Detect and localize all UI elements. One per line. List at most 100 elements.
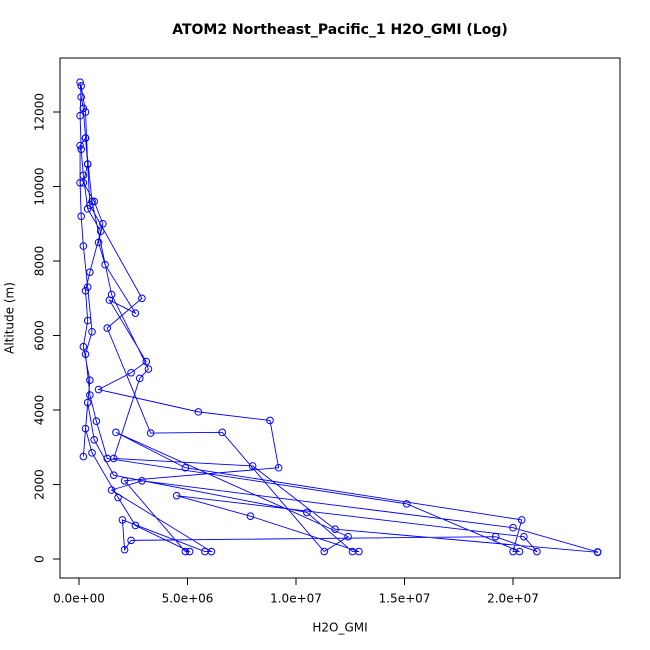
data-point (83, 283, 92, 291)
data-point (201, 547, 209, 556)
data-point (533, 547, 541, 556)
x-tick-label: 5.0e+06 (162, 592, 214, 606)
data-point (96, 227, 105, 236)
data-point (94, 238, 103, 247)
data-point (101, 260, 109, 269)
data-point (109, 471, 118, 479)
data-point (348, 547, 357, 556)
data-point (83, 398, 92, 407)
data-point (172, 491, 181, 500)
data-point (491, 532, 500, 541)
data-point (118, 516, 127, 524)
data-point (76, 78, 84, 87)
plot-frame (59, 57, 621, 579)
data-point (81, 287, 90, 295)
data-point (79, 178, 88, 187)
data-point (331, 525, 339, 534)
y-tick-label: 0 (33, 555, 47, 563)
data-point (144, 365, 153, 373)
data-point (593, 548, 602, 556)
data-point (77, 82, 85, 90)
data-point (77, 93, 85, 101)
data-point (83, 316, 92, 325)
data-point (86, 376, 94, 385)
data-point (107, 290, 116, 299)
y-axis-label: Altitude (m) (3, 282, 17, 354)
data-point (515, 547, 524, 556)
data-point (86, 391, 94, 399)
data-point (509, 523, 517, 532)
data-point (90, 197, 98, 206)
data-point (138, 476, 146, 485)
data-point (76, 178, 84, 187)
data-point (107, 486, 116, 494)
data-point (303, 508, 311, 517)
data-point (127, 536, 135, 545)
data-point (86, 268, 94, 276)
data-point (274, 463, 283, 472)
data-point (81, 350, 90, 358)
data-point (81, 108, 90, 116)
data-point (79, 342, 88, 351)
data-point (76, 141, 84, 150)
data-point (99, 219, 107, 228)
y-tick-label: 10000 (33, 167, 47, 205)
data-point (88, 449, 96, 457)
data-point (86, 201, 94, 209)
data-point (402, 500, 411, 508)
data-point (248, 462, 257, 470)
data-point (181, 463, 190, 472)
x-tick-label: 1.5e+07 (379, 592, 431, 606)
data-point (127, 368, 135, 377)
x-tick-label: 0.0e+00 (53, 592, 105, 606)
data-point (88, 327, 96, 336)
data-point (76, 111, 84, 120)
data-point (79, 171, 88, 180)
data-point (90, 436, 98, 444)
data-point (181, 547, 190, 556)
data-point (79, 104, 88, 113)
data-point (344, 532, 352, 541)
data-point (142, 357, 151, 366)
data-point (246, 512, 255, 520)
data-point (112, 428, 120, 437)
chart-title: ATOM2 Northeast_Pacific_1 H2O_GMI (Log) (172, 22, 508, 38)
y-tick-label: 2000 (33, 469, 47, 500)
data-point (77, 145, 85, 154)
data-point (88, 197, 96, 206)
data-point (120, 545, 129, 554)
data-point (77, 212, 85, 221)
data-line (79, 82, 599, 553)
data-point (79, 242, 88, 250)
data-point (520, 532, 528, 541)
data-point (94, 385, 103, 394)
data-point (83, 205, 92, 213)
data-point (266, 416, 274, 425)
data-point (81, 424, 90, 433)
data-point (79, 452, 88, 461)
x-axis-label: H2O_GMI (312, 621, 367, 635)
data-point (81, 134, 90, 142)
y-tick-label: 8000 (33, 246, 47, 277)
data-point (194, 408, 203, 416)
data-point (138, 294, 146, 303)
data-point (146, 429, 155, 437)
data-point (135, 374, 144, 383)
data-point (109, 454, 118, 463)
data-point (114, 493, 122, 502)
data-point (120, 476, 129, 485)
y-tick-label: 4000 (33, 395, 47, 426)
y-tick-label: 6000 (33, 320, 47, 351)
data-point (131, 309, 140, 317)
x-tick-label: 1.0e+07 (270, 592, 322, 606)
data-point (131, 521, 140, 530)
data-point (83, 160, 92, 168)
y-tick-label: 12000 (33, 93, 47, 131)
data-point (320, 547, 329, 556)
data-point (218, 428, 227, 437)
data-point (103, 324, 112, 332)
data-point (185, 547, 194, 556)
x-tick-label: 2.0e+07 (487, 592, 539, 606)
